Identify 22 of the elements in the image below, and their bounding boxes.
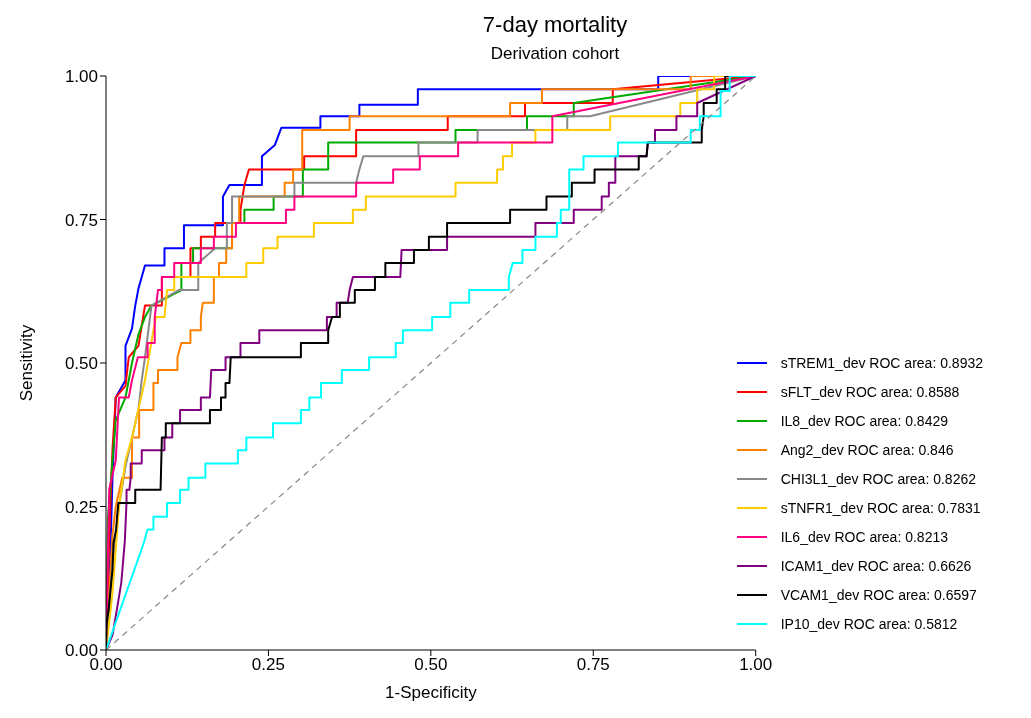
legend-label: IL8_dev ROC area: 0.8429 — [780, 412, 949, 429]
x-tick-label: 0.75 — [576, 655, 610, 675]
x-tick-label: 0.50 — [414, 655, 448, 675]
legend-label: Ang2_dev ROC area: 0.846 — [780, 441, 954, 458]
legend-label: IP10_dev ROC area: 0.5812 — [780, 615, 958, 632]
y-tick-label: 0.75 — [64, 210, 98, 230]
y-axis-title: Sensitivity — [17, 324, 37, 402]
legend-label: VCAM1_dev ROC area: 0.6597 — [780, 586, 977, 603]
x-axis-title: 1-Specificity — [385, 683, 478, 702]
legend-label: ICAM1_dev ROC area: 0.6626 — [780, 557, 972, 574]
legend-label: sTREM1_dev ROC area: 0.8932 — [780, 354, 983, 371]
x-tick-label: 0.25 — [251, 655, 285, 675]
legend-label: IL6_dev ROC area: 0.8213 — [780, 528, 949, 545]
legend-label: CHI3L1_dev ROC area: 0.8262 — [780, 470, 977, 487]
x-tick-label: 1.00 — [739, 655, 773, 675]
legend-label: sFLT_dev ROC area: 0.8588 — [780, 383, 960, 400]
chart-title: 7-day mortality — [481, 12, 629, 38]
y-tick-label: 0.25 — [64, 497, 98, 517]
legend-label: sTNFR1_dev ROC area: 0.7831 — [780, 499, 981, 516]
y-tick-label: 1.00 — [64, 67, 98, 87]
y-tick-label: 0.50 — [64, 354, 98, 374]
chart-subtitle: Derivation cohort — [489, 44, 621, 64]
